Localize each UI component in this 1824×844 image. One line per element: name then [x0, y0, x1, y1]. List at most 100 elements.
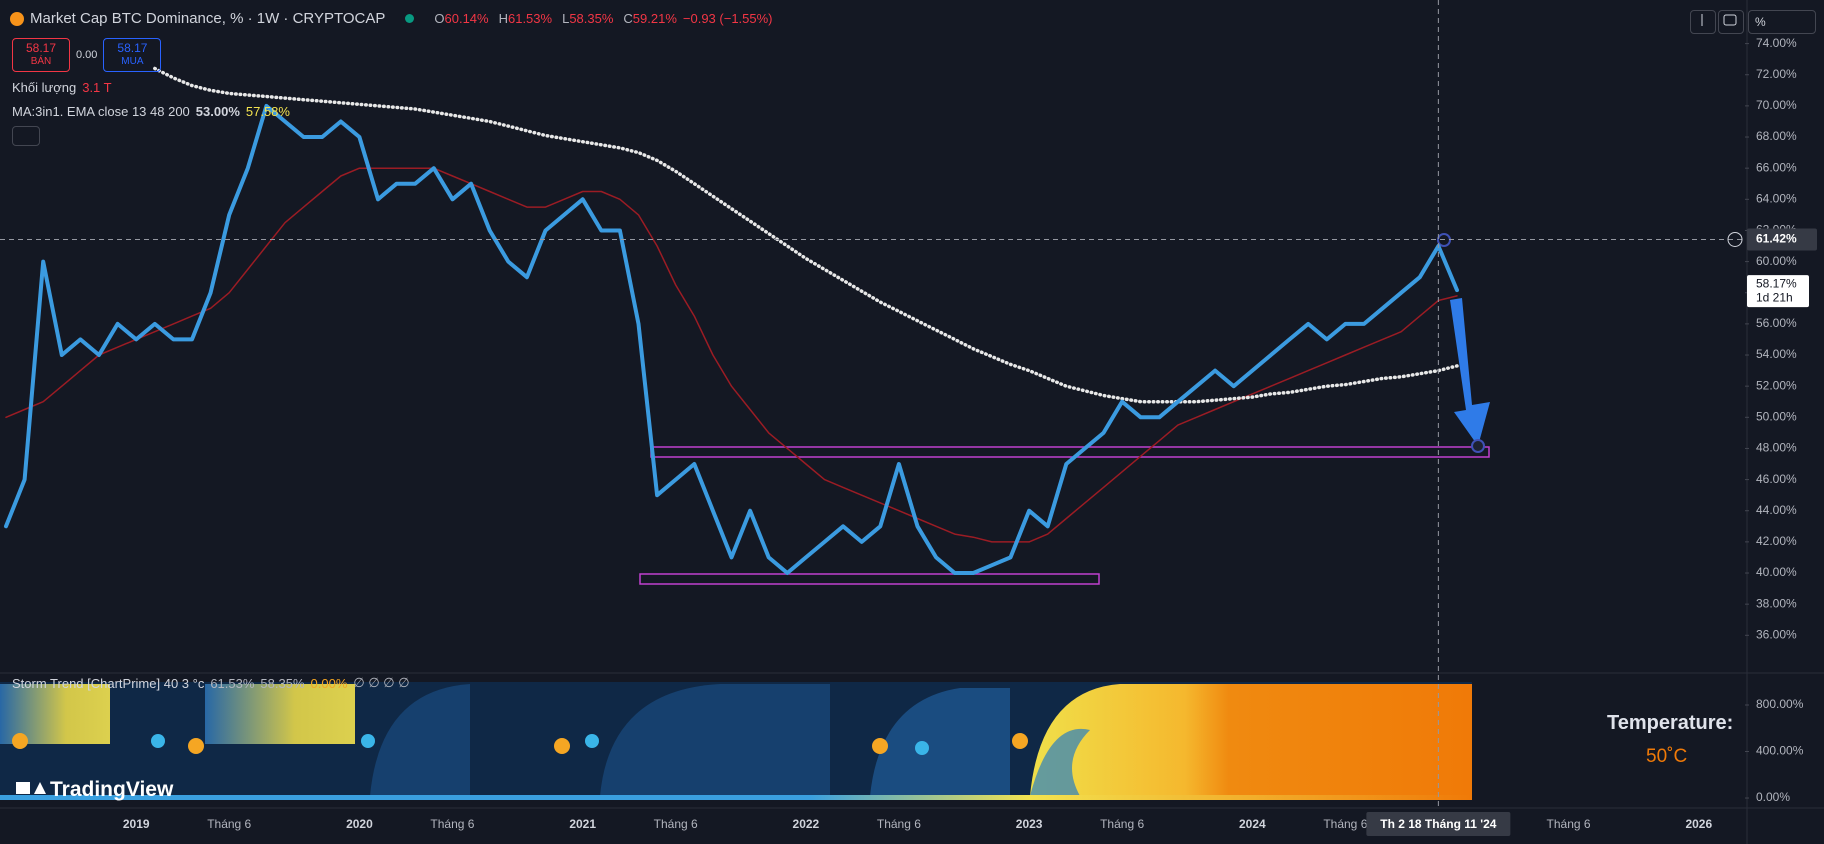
sell-price: 58.17 — [25, 41, 57, 55]
pivot-marker — [1437, 233, 1451, 247]
support-zone — [650, 446, 1490, 458]
x-tick-label: 2023 — [1016, 817, 1043, 831]
series-line — [5, 167, 1458, 543]
ohlc: O60.14% H61.53% L58.35% C59.21% — [434, 11, 677, 26]
countdown-label: 1d 21h — [1756, 290, 1793, 304]
x-tick-label: 2021 — [569, 817, 596, 831]
temperature-value: 50˚C — [1646, 746, 1688, 767]
storm-tick-label: 400.00% — [1756, 744, 1804, 758]
x-tick-label: 2026 — [1685, 817, 1712, 831]
market-status — [405, 14, 415, 23]
toolbar-icons — [1701, 14, 1737, 26]
crosshair-time-label: Th 2 18 Tháng 11 '24 — [1380, 817, 1497, 831]
y-tick-label: 56.00% — [1756, 316, 1797, 330]
toolbar-button[interactable] — [1718, 10, 1744, 34]
volume-label: Khối lượng — [12, 80, 77, 95]
ma-label: MA:3in1. EMA close 13 48 200 — [12, 104, 190, 119]
y-tick-label: 54.00% — [1756, 347, 1797, 361]
sell-label: BÁN — [30, 56, 52, 67]
storm-trend-background — [0, 682, 1472, 800]
x-tick-label: 2019 — [123, 817, 150, 831]
x-tick-label: 2024 — [1239, 817, 1266, 831]
temperature-label: Temperature: — [1607, 712, 1734, 734]
y-tick-label: 38.00% — [1756, 596, 1797, 610]
storm-value: 58.35% — [260, 675, 305, 691]
y-tick-label: 74.00% — [1756, 36, 1797, 50]
x-tick-label: Tháng 6 — [1547, 817, 1591, 831]
x-tick-label: Tháng 6 — [1323, 817, 1367, 831]
header-row: Market Cap BTC Dominance, % · 1W · CRYPT… — [10, 10, 773, 27]
ohlc-value: 61.53% — [507, 11, 553, 26]
ma-value: 53.00% — [195, 104, 240, 119]
x-tick-label: Tháng 6 — [654, 817, 698, 831]
y-tick-label: 50.00% — [1756, 409, 1797, 423]
last-price-box — [1747, 275, 1809, 308]
storm-legend: Storm Trend [ChartPrime] 40 3 °c 61.53% … — [12, 675, 410, 691]
buy-button[interactable]: 58.17 MUA — [103, 38, 162, 72]
ohlc-item: C59.21% — [623, 11, 676, 26]
brand-logo — [16, 782, 46, 794]
ohlc-label: O — [434, 11, 445, 26]
y-tick-label: 42.00% — [1756, 534, 1797, 548]
ohlc-item: H61.53% — [499, 11, 552, 26]
y-tick-label: 72.00% — [1756, 67, 1797, 81]
crosshair-price-box — [1747, 228, 1817, 251]
y-tick-label: 40.00% — [1756, 565, 1797, 579]
pivot-marker — [1471, 439, 1485, 453]
brand: TradingView — [50, 778, 174, 801]
ohlc-label: C — [623, 11, 633, 26]
volume-legend: Khối lượng 3.1 T — [12, 80, 112, 95]
y-tick-label: 48.00% — [1756, 441, 1797, 455]
coin-icon — [10, 11, 24, 26]
storm-tick-label: 0.00% — [1756, 790, 1790, 804]
ohlc-item: O60.14% — [434, 11, 488, 26]
storm-tick-label: 800.00% — [1756, 697, 1804, 711]
support-zone — [639, 573, 1100, 585]
y-tick-label: 66.00% — [1756, 160, 1797, 174]
sell-button[interactable]: 58.17 BÁN — [12, 38, 70, 72]
storm-value: ∅ ∅ ∅ ∅ — [353, 675, 410, 690]
buy-label: MUA — [121, 56, 144, 67]
scale-mode[interactable]: % — [1748, 10, 1816, 34]
spread: 0.00 — [76, 49, 98, 61]
crosshair-price-label: 61.42% — [1756, 232, 1797, 246]
ma-value: 57.58% — [245, 104, 290, 119]
storm-title: Storm Trend [ChartPrime] 40 3 °c — [12, 675, 205, 691]
y-tick-label: 36.00% — [1756, 627, 1797, 641]
ma-legend: MA:3in1. EMA close 13 48 200 53.00% 57.5… — [12, 104, 290, 119]
ohlc-value: 59.21% — [632, 11, 677, 26]
symbol-title: Market Cap BTC Dominance, % · 1W · CRYPT… — [30, 10, 386, 27]
last-price-label: 58.17% — [1756, 276, 1797, 290]
x-tick-label: 2020 — [346, 817, 373, 831]
y-tick-label: 70.00% — [1756, 98, 1797, 112]
storm-value: 0.00% — [310, 675, 348, 691]
x-tick-label: Tháng 6 — [430, 817, 474, 831]
x-tick-label: Tháng 6 — [1100, 817, 1144, 831]
y-tick-label: 64.00% — [1756, 191, 1797, 205]
y-tick-label: 60.00% — [1756, 254, 1797, 268]
toolbar-button[interactable] — [1690, 10, 1716, 34]
buy-price: 58.17 — [117, 41, 148, 55]
y-tick-label: 46.00% — [1756, 472, 1797, 486]
trade-buttons: 58.17 BÁN 0.00 58.17 MUA — [12, 38, 162, 72]
collapse-button[interactable] — [12, 126, 40, 146]
y-tick-label: 52.00% — [1756, 378, 1797, 392]
storm-value: 61.53% — [210, 675, 255, 691]
volume-value: 3.1 T — [82, 80, 112, 95]
y-tick-label: 68.00% — [1756, 129, 1797, 143]
x-tick-label: Tháng 6 — [877, 817, 921, 831]
y-tick-label: 44.00% — [1756, 503, 1797, 517]
crosshair-time-box — [1366, 812, 1511, 836]
projection-arrow — [1450, 298, 1490, 446]
ohlc-value: 60.14% — [444, 11, 489, 26]
change: −0.93 (−1.55%) — [682, 11, 773, 26]
ohlc-value: 58.35% — [569, 11, 614, 26]
series-line — [4, 103, 1459, 575]
x-tick-label: 2022 — [793, 817, 820, 831]
ohlc-item: L58.35% — [562, 11, 613, 26]
ohlc-label: L — [562, 11, 570, 26]
ohlc-label: H — [498, 11, 508, 26]
x-tick-label: Tháng 6 — [207, 817, 251, 831]
